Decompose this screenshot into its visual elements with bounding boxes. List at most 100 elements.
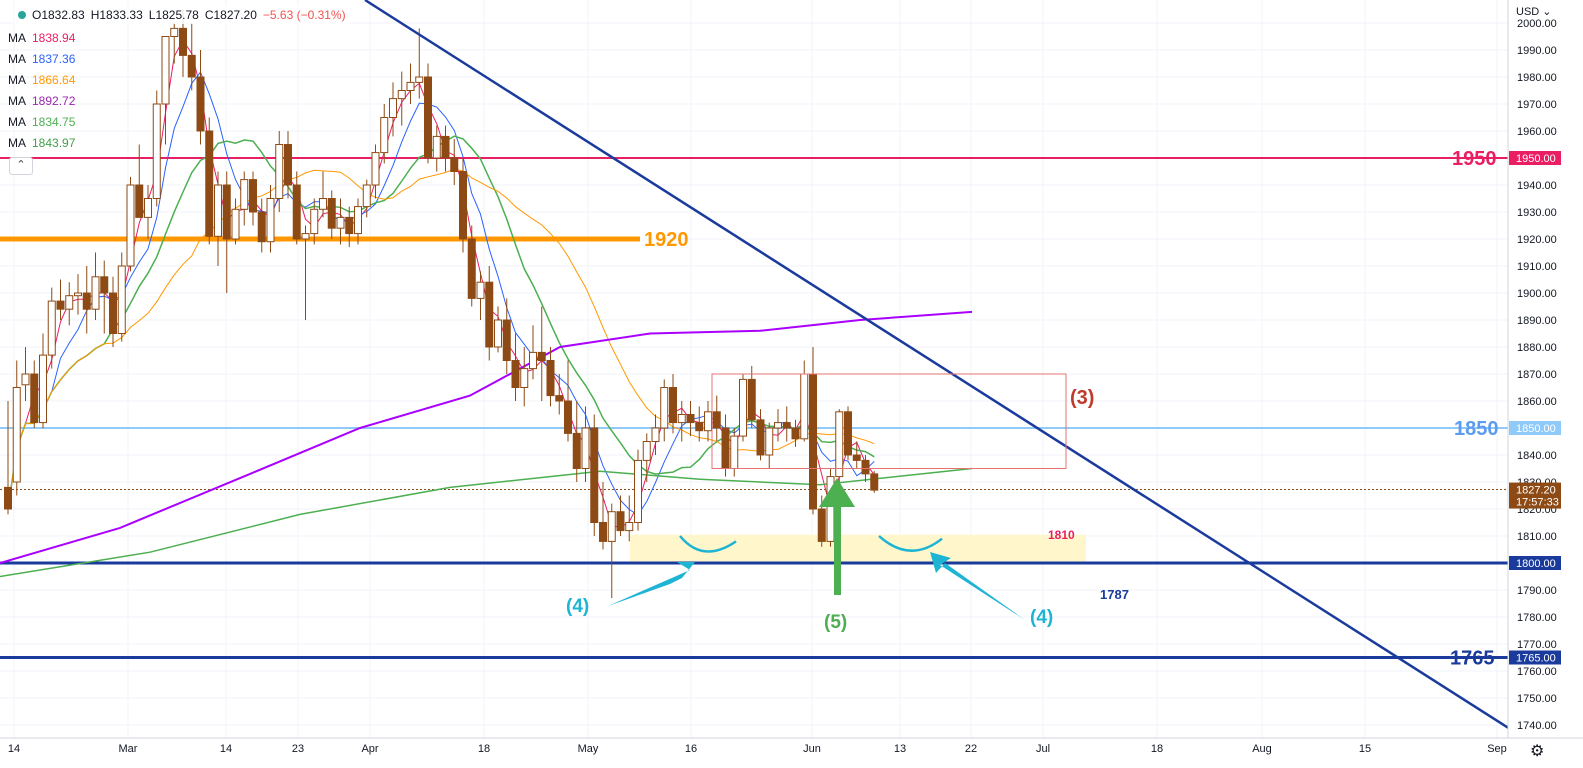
high-value: H1833.33 — [90, 8, 143, 22]
drawings: (3) 1810 1787 (4) (5) (4) 1920 1950 1850 1765 — [364, 0, 1509, 729]
time-tick-label: 14 — [8, 743, 20, 755]
candle-up — [301, 233, 310, 240]
candle-up — [161, 36, 170, 105]
ma-legend-row[interactable]: MA 1866.64 — [8, 70, 75, 91]
candle-down — [852, 454, 861, 461]
candle-down — [861, 459, 870, 475]
currency-selector[interactable]: USD ⌄ — [1516, 6, 1552, 18]
candle-up — [371, 152, 380, 186]
candle-up — [144, 198, 152, 218]
time-tick-label: Aug — [1252, 743, 1272, 755]
candle-down — [502, 319, 511, 361]
ma-legend-row[interactable]: MA 1843.97 — [8, 133, 75, 154]
candle-down — [196, 76, 205, 132]
candle-up — [494, 319, 502, 348]
annotation-label: (4) — [566, 596, 589, 617]
price-tick-label: 1790.00 — [1517, 585, 1557, 597]
horizontal-levels — [0, 157, 1508, 659]
candle-down — [205, 130, 214, 237]
candle-down — [555, 395, 564, 402]
ma-label: MA — [8, 136, 26, 150]
ma-value: 1892.72 — [32, 94, 76, 108]
price-badge — [1509, 650, 1561, 665]
price-tick-label: 1890.00 — [1517, 315, 1557, 327]
candle-up — [39, 354, 47, 424]
time-tick-label: 22 — [965, 743, 977, 755]
candle-down — [56, 300, 65, 310]
price-tick-label: 1770.00 — [1517, 639, 1557, 651]
price-tick-label: 1900.00 — [1517, 288, 1557, 300]
candle-down — [187, 54, 196, 78]
bottom-arc-right — [878, 535, 943, 552]
gear-icon[interactable]: ⚙ — [1530, 743, 1545, 760]
candle-down — [327, 198, 336, 229]
candle-up — [581, 427, 590, 469]
time-tick-label: 13 — [894, 743, 906, 755]
candle-up — [800, 373, 809, 440]
ma-label: MA — [8, 73, 26, 87]
ohlc-readout: O1832.83 H1833.33 L1825.78 C1827.20 −5.6… — [14, 6, 350, 24]
ma-legend: MA 1838.94 MA 1837.36 MA 1866.64 MA 1892.72 … — [8, 28, 75, 154]
legend-collapse-button[interactable]: ⌃ — [9, 157, 33, 175]
candle-down — [546, 360, 555, 397]
candle-up — [170, 27, 179, 37]
candle-up — [117, 265, 126, 334]
candle-down — [485, 281, 494, 348]
candle-down — [747, 378, 756, 421]
candle-up — [625, 522, 634, 532]
candle-down — [284, 144, 292, 186]
ma-line-blue — [7, 71, 875, 516]
candle-up — [47, 300, 56, 356]
candle-down — [109, 292, 117, 334]
ma-legend-row[interactable]: MA 1838.94 — [8, 28, 75, 49]
candle-down — [809, 373, 817, 510]
price-tick-label: 1960.00 — [1517, 126, 1557, 138]
candle-up — [389, 98, 397, 118]
arrow-up-5 — [819, 478, 855, 595]
candle-down — [669, 387, 677, 424]
bottom-arc-left — [679, 535, 737, 553]
price-tick-label: 1740.00 — [1517, 720, 1557, 732]
ma-legend-row[interactable]: MA 1837.36 — [8, 49, 75, 70]
time-tick-label: 14 — [220, 743, 232, 755]
candle-down — [721, 427, 730, 469]
ma-label: MA — [8, 31, 26, 45]
candle-up — [529, 351, 537, 370]
candle-up — [660, 387, 669, 429]
annotation-label: 1810 — [1048, 528, 1075, 542]
candle-down — [30, 373, 39, 424]
candle-down — [782, 422, 791, 429]
ma-value: 1838.94 — [32, 31, 76, 45]
candle-down — [249, 179, 257, 213]
price-tick-label: 1980.00 — [1517, 72, 1557, 84]
time-tick-label: 23 — [292, 743, 304, 755]
price-axis[interactable]: 1740.00 1750.00 1760.00 1770.00 1780.00 1790.… — [1507, 0, 1583, 738]
candle-down — [572, 432, 581, 469]
candle-up — [65, 295, 74, 310]
ma-legend-row[interactable]: MA 1892.72 — [8, 91, 75, 112]
candle-up — [275, 144, 284, 199]
candle-down — [82, 292, 91, 310]
candle-down — [870, 473, 879, 491]
time-tick-label: Apr — [361, 743, 378, 755]
change-value: −5.63 (−0.31%) — [262, 8, 346, 22]
time-axis[interactable]: 14 Mar 14 23 Apr 18 May 16 Jun 13 22 Jul 18 Aug 15 Sep — [0, 737, 1583, 755]
price-badge-label: 1800.00 — [1516, 558, 1556, 570]
price-tick-label: 1910.00 — [1517, 261, 1557, 273]
candle-up — [835, 411, 844, 478]
candle-up — [240, 179, 249, 210]
candle-down — [791, 427, 800, 440]
candle-down — [459, 171, 467, 240]
ma-legend-row[interactable]: MA 1834.75 — [8, 112, 75, 133]
candle-down — [616, 511, 625, 532]
candle-up — [319, 198, 327, 210]
price-tick-label: 1880.00 — [1517, 342, 1557, 354]
time-tick-label: 16 — [685, 743, 697, 755]
candle-up — [126, 184, 135, 267]
consolidation-box — [711, 373, 1067, 469]
ma-value: 1837.36 — [32, 52, 76, 66]
close-value: C1827.20 — [204, 8, 257, 22]
status-dot-icon — [18, 11, 26, 19]
candle-up — [74, 292, 82, 297]
